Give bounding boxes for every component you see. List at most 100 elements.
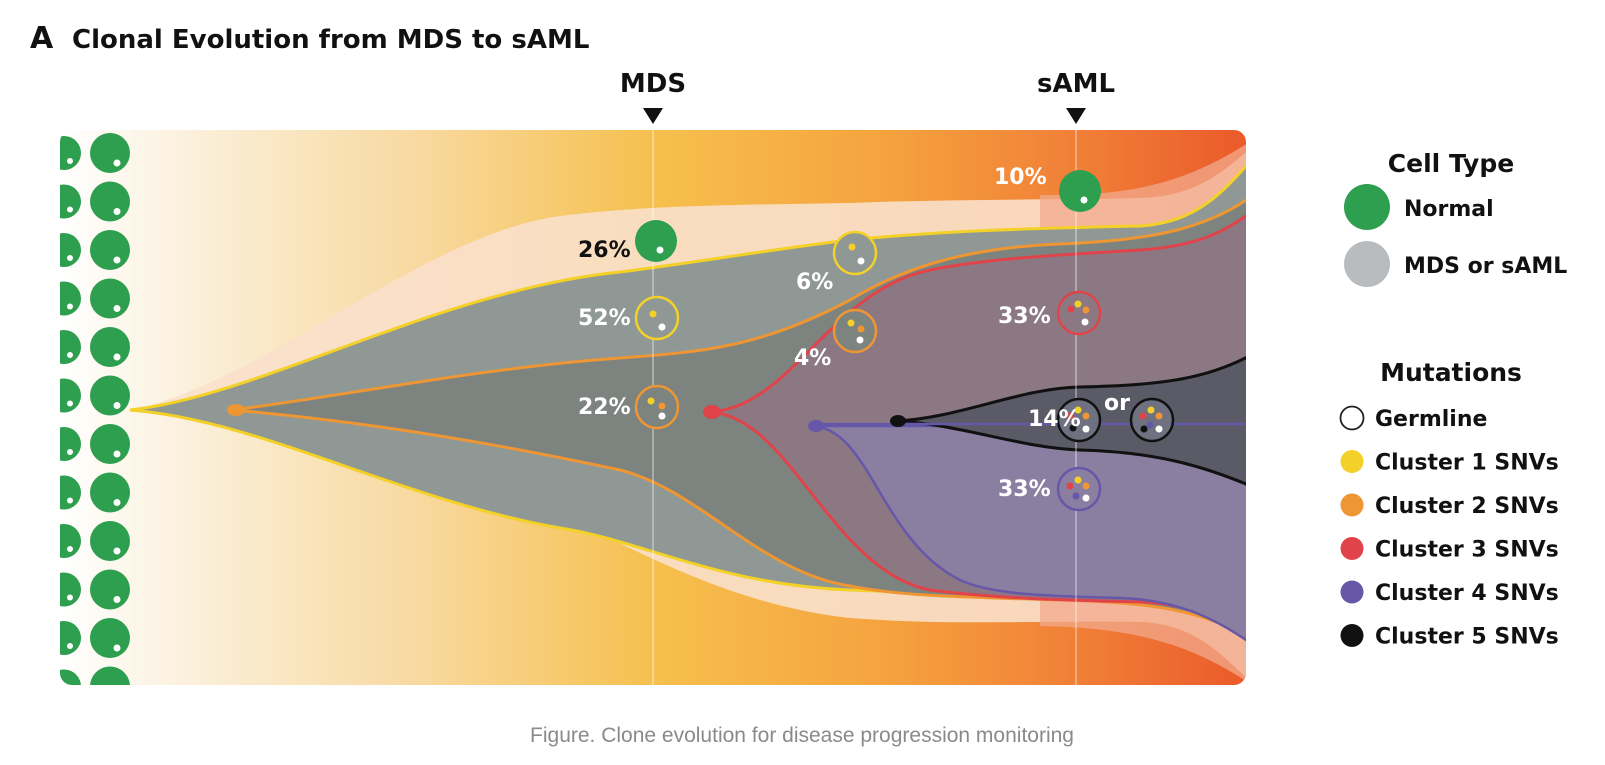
saml-cluster3-cell bbox=[1056, 290, 1102, 336]
panel-letter: A bbox=[30, 21, 54, 56]
cluster3-origin-marker bbox=[703, 405, 721, 419]
normal-cell-icon bbox=[1344, 184, 1390, 230]
legend-cluster2-label: Cluster 2 SNVs bbox=[1375, 494, 1559, 519]
normal-cell-icon bbox=[60, 572, 81, 607]
normal-cell-icon bbox=[90, 569, 130, 610]
normal-cell-icon bbox=[90, 472, 130, 513]
normal-cell-icon bbox=[60, 233, 81, 267]
normal-cell-icon bbox=[60, 136, 81, 170]
cluster1-dot-icon bbox=[1340, 450, 1364, 473]
germline-dot-icon bbox=[67, 692, 73, 698]
alternative-or-label: or bbox=[1104, 391, 1130, 416]
mds-cluster1-cell bbox=[634, 295, 680, 341]
saml-cluster5-percent: 14% bbox=[1028, 407, 1081, 432]
saml-normal-percent: 10% bbox=[994, 165, 1047, 190]
saml-cluster4-percent: 33% bbox=[998, 477, 1051, 502]
mds-cluster2-percent: 22% bbox=[578, 395, 631, 420]
cluster4-dot-icon bbox=[1340, 580, 1364, 604]
timepoint-label-mds: MDS bbox=[620, 69, 686, 99]
cluster5-dot-icon bbox=[1340, 624, 1364, 647]
saml-cluster4-cell bbox=[1056, 466, 1102, 512]
normal-cell-icon bbox=[60, 184, 81, 219]
normal-cell-icon bbox=[60, 621, 81, 655]
normal-cell-icon bbox=[60, 427, 81, 461]
mid-cluster2-percent: 4% bbox=[794, 346, 831, 371]
normal-cell-icon bbox=[60, 281, 81, 316]
germline-dot-icon bbox=[67, 594, 73, 601]
saml-cluster5-cell bbox=[1056, 397, 1102, 443]
mutations-legend: Germline Cluster 1 SNVs Cluster 2 SNVs Clus… bbox=[1339, 405, 1559, 650]
germline-dot-icon bbox=[113, 450, 121, 458]
mds-normal-cell bbox=[635, 220, 677, 262]
mds-cluster1-percent: 52% bbox=[578, 306, 631, 331]
germline-dot-icon bbox=[113, 353, 121, 361]
normal-cell-icon bbox=[60, 524, 81, 558]
saml-cluster5-alt-cell bbox=[1129, 397, 1175, 443]
germline-dot-icon bbox=[1339, 405, 1365, 431]
germline-dot-icon bbox=[113, 305, 121, 312]
normal-cell-icon bbox=[90, 327, 130, 367]
germline-dot-icon bbox=[67, 546, 73, 552]
normal-cell-icon bbox=[90, 666, 130, 685]
legend-cell-type-title: Cell Type bbox=[1388, 149, 1514, 178]
germline-dot-icon bbox=[67, 643, 73, 649]
timepoint-label-saml: sAML bbox=[1037, 69, 1115, 99]
figure-title: Clonal Evolution from MDS to sAML bbox=[72, 25, 589, 55]
germline-dot-icon bbox=[113, 596, 121, 603]
mid-cluster2-cell bbox=[832, 308, 878, 354]
cluster4-clone-region bbox=[811, 424, 1246, 653]
germline-dot-icon bbox=[67, 352, 73, 358]
mid-cluster1-cell bbox=[832, 230, 878, 276]
normal-cell-icon bbox=[90, 375, 130, 416]
germline-dot-icon bbox=[113, 547, 121, 555]
normal-cell-icon bbox=[90, 521, 130, 561]
legend-cluster3-label: Cluster 3 SNVs bbox=[1375, 538, 1559, 563]
germline-dot-icon bbox=[67, 497, 73, 504]
germline-dot-icon bbox=[67, 206, 73, 213]
normal-cell-icon bbox=[90, 181, 130, 222]
cluster4-origin-marker bbox=[808, 420, 824, 432]
normal-cell-icon bbox=[60, 669, 81, 685]
normal-cell-icon bbox=[90, 424, 130, 464]
mds-cluster2-cell bbox=[634, 384, 680, 430]
germline-dot-icon bbox=[67, 158, 73, 164]
cluster2-dot-icon bbox=[1340, 493, 1364, 517]
mds-cell-icon bbox=[1344, 241, 1390, 287]
normal-cell-icon bbox=[90, 278, 130, 319]
normal-cell-icon bbox=[90, 133, 130, 173]
legend-cluster5-label: Cluster 5 SNVs bbox=[1375, 625, 1559, 650]
germline-dot-icon bbox=[113, 499, 121, 506]
cluster3-dot-icon bbox=[1340, 537, 1364, 560]
germline-dot-icon bbox=[67, 400, 73, 407]
germline-dot-icon bbox=[114, 693, 121, 700]
legend-cluster4-label: Cluster 4 SNVs bbox=[1375, 581, 1559, 606]
normal-cell-icon bbox=[90, 618, 130, 658]
normal-cell-column bbox=[60, 133, 130, 700]
saml-cluster3-percent: 33% bbox=[998, 304, 1051, 329]
legend-mds-saml-label: MDS or sAML bbox=[1404, 254, 1567, 279]
normal-cell-icon bbox=[60, 475, 81, 510]
germline-dot-icon bbox=[113, 402, 121, 409]
legend-normal-label: Normal bbox=[1404, 197, 1494, 222]
legend-germline-label: Germline bbox=[1375, 407, 1487, 432]
saml-normal-cell bbox=[1059, 170, 1101, 212]
cluster2-origin-marker bbox=[227, 404, 245, 416]
mid-cluster1-percent: 6% bbox=[796, 270, 833, 295]
figure-caption: Figure. Clone evolution for disease prog… bbox=[530, 724, 1074, 747]
legend-mutations-title: Mutations bbox=[1380, 358, 1522, 387]
germline-dot-icon bbox=[113, 644, 121, 652]
germline-dot-icon bbox=[67, 303, 73, 310]
germline-dot-icon bbox=[67, 449, 73, 455]
normal-cell-icon bbox=[60, 330, 81, 364]
germline-dot-icon bbox=[113, 159, 121, 167]
germline-dot-icon bbox=[67, 255, 73, 261]
mds-normal-percent: 26% bbox=[578, 238, 631, 263]
mds-marker-arrow-icon bbox=[643, 108, 663, 124]
normal-cell-icon bbox=[60, 378, 81, 413]
saml-marker-arrow-icon bbox=[1066, 108, 1086, 124]
germline-dot-icon bbox=[113, 208, 121, 215]
legend-cluster1-label: Cluster 1 SNVs bbox=[1375, 451, 1559, 476]
germline-dot-icon bbox=[113, 256, 121, 264]
clone-cells bbox=[634, 170, 1175, 512]
